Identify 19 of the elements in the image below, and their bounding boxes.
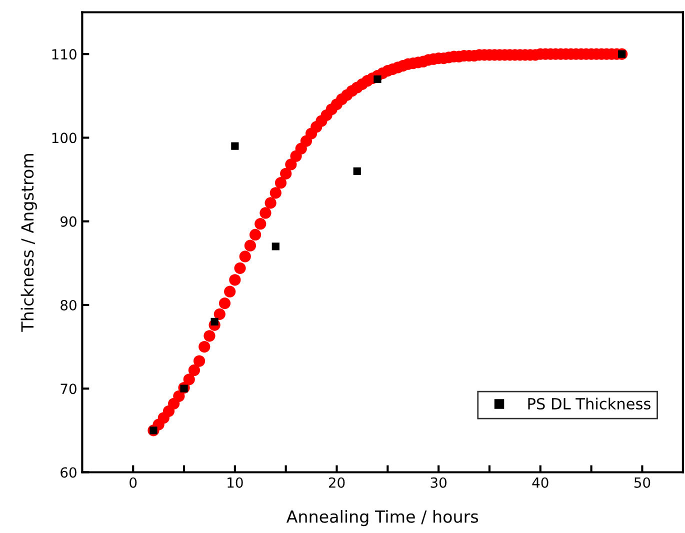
x-tick-label: 20 [328, 477, 345, 488]
point [374, 75, 382, 83]
point [231, 142, 239, 150]
x-tick-label: 30 [430, 477, 446, 488]
y-tick-label: 100 [52, 132, 76, 144]
x-tick-label: 0 [130, 477, 137, 488]
x-axis-title: Annealing Time / hours [286, 510, 478, 526]
point [353, 167, 361, 175]
x-tick-label: 40 [532, 477, 548, 488]
y-tick-label: 90 [60, 216, 76, 227]
y-tick-label: 80 [60, 300, 76, 310]
y-tick-label: 60 [60, 467, 76, 478]
point [272, 242, 280, 250]
legend-label: PS DL Thickness [528, 398, 650, 410]
y-tick-label: 70 [60, 384, 76, 394]
y-tick-label: 110 [52, 49, 76, 60]
x-tick-label: 50 [634, 477, 650, 488]
x-tick-label: 10 [228, 477, 243, 488]
y-axis-title: Thickness / Angstrom [20, 154, 37, 332]
